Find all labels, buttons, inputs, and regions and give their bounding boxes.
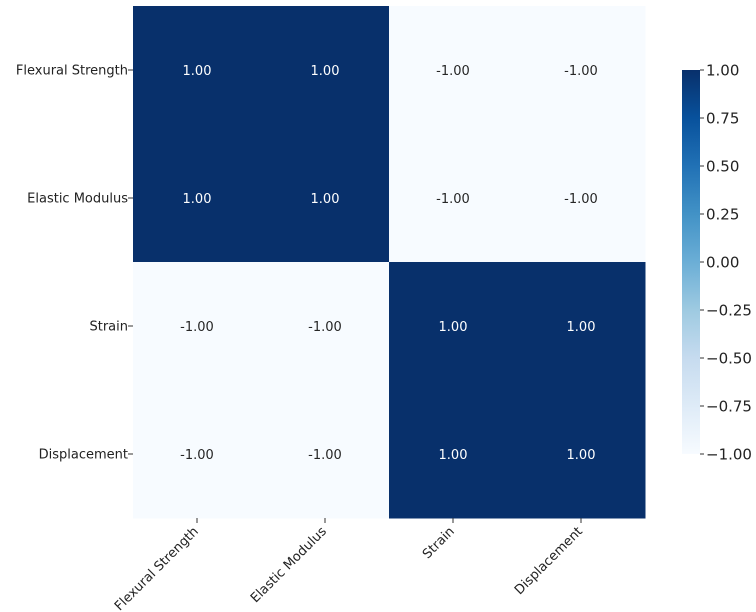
- colorbar-tick-label: 0.50: [706, 158, 739, 176]
- heatmap-cell: [517, 6, 646, 135]
- x-axis: Flexural Strength Elastic Modulus Strain Di…: [112, 518, 586, 612]
- y-axis: Flexural Strength Elastic Modulus Strain Di…: [16, 64, 133, 463]
- colorbar: 1.00 0.75 0.50 0.25 0.00 −0.25 −0.50 −0.75 −1.00: [682, 62, 752, 464]
- heatmap-cell: [517, 390, 646, 519]
- heatmap-cell: [261, 390, 390, 519]
- cell-value-label: 1.00: [567, 320, 596, 335]
- cell-value-label: -1.00: [564, 64, 598, 79]
- heatmap-cell: [261, 6, 390, 135]
- heatmap-cell: [261, 262, 390, 391]
- x-tick-label: Displacement: [512, 524, 586, 598]
- cell-value-label: -1.00: [564, 192, 598, 207]
- colorbar-tick-label: −0.50: [706, 350, 752, 368]
- y-tick-label: Displacement: [39, 448, 128, 463]
- x-tick-label: Flexural Strength: [112, 524, 202, 612]
- colorbar-tick-label: 0.25: [706, 206, 739, 224]
- heatmap-cell: [133, 6, 262, 135]
- heatmap-cell: [389, 134, 518, 263]
- y-tick-label: Flexural Strength: [16, 64, 128, 79]
- x-tick-label: Strain: [420, 524, 458, 562]
- heatmap-cell: [389, 390, 518, 519]
- cell-value-label: -1.00: [180, 320, 214, 335]
- colorbar-gradient: [682, 70, 700, 454]
- heatmap-cell: [261, 134, 390, 263]
- cell-value-label: 1.00: [567, 448, 596, 463]
- cell-value-label: -1.00: [180, 448, 214, 463]
- y-tick-label: Elastic Modulus: [27, 192, 128, 207]
- cell-value-label: -1.00: [436, 64, 470, 79]
- cell-value-label: -1.00: [436, 192, 470, 207]
- heatmap-cell: [133, 134, 262, 263]
- heatmap-cell: [517, 134, 646, 263]
- cell-value-label: -1.00: [308, 320, 342, 335]
- cell-value-label: 1.00: [311, 64, 340, 79]
- colorbar-tick-label: −0.25: [706, 302, 752, 320]
- colorbar-tick-label: 0.75: [706, 110, 739, 128]
- heatmap-cells: 1.00 1.00 -1.00 -1.00 1.00 1.00 -1.00 -1.00 -1.0…: [133, 6, 646, 519]
- x-tick-label: Elastic Modulus: [248, 524, 330, 606]
- heatmap-cell: [517, 262, 646, 391]
- colorbar-tick-label: −0.75: [706, 398, 752, 416]
- heatmap-cell: [133, 390, 262, 519]
- cell-value-label: 1.00: [311, 192, 340, 207]
- cell-value-label: -1.00: [308, 448, 342, 463]
- cell-value-label: 1.00: [183, 64, 212, 79]
- y-tick-label: Strain: [89, 320, 128, 335]
- heatmap-cell: [389, 262, 518, 391]
- heatmap-cell: [389, 6, 518, 135]
- cell-value-label: 1.00: [439, 448, 468, 463]
- heatmap-cell: [133, 262, 262, 391]
- colorbar-tick-label: 0.00: [706, 254, 739, 272]
- colorbar-tick-label: −1.00: [706, 446, 752, 464]
- cell-value-label: 1.00: [439, 320, 468, 335]
- colorbar-tick-label: 1.00: [706, 62, 739, 80]
- cell-value-label: 1.00: [183, 192, 212, 207]
